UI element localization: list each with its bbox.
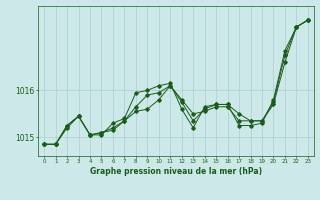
X-axis label: Graphe pression niveau de la mer (hPa): Graphe pression niveau de la mer (hPa) [90, 167, 262, 176]
